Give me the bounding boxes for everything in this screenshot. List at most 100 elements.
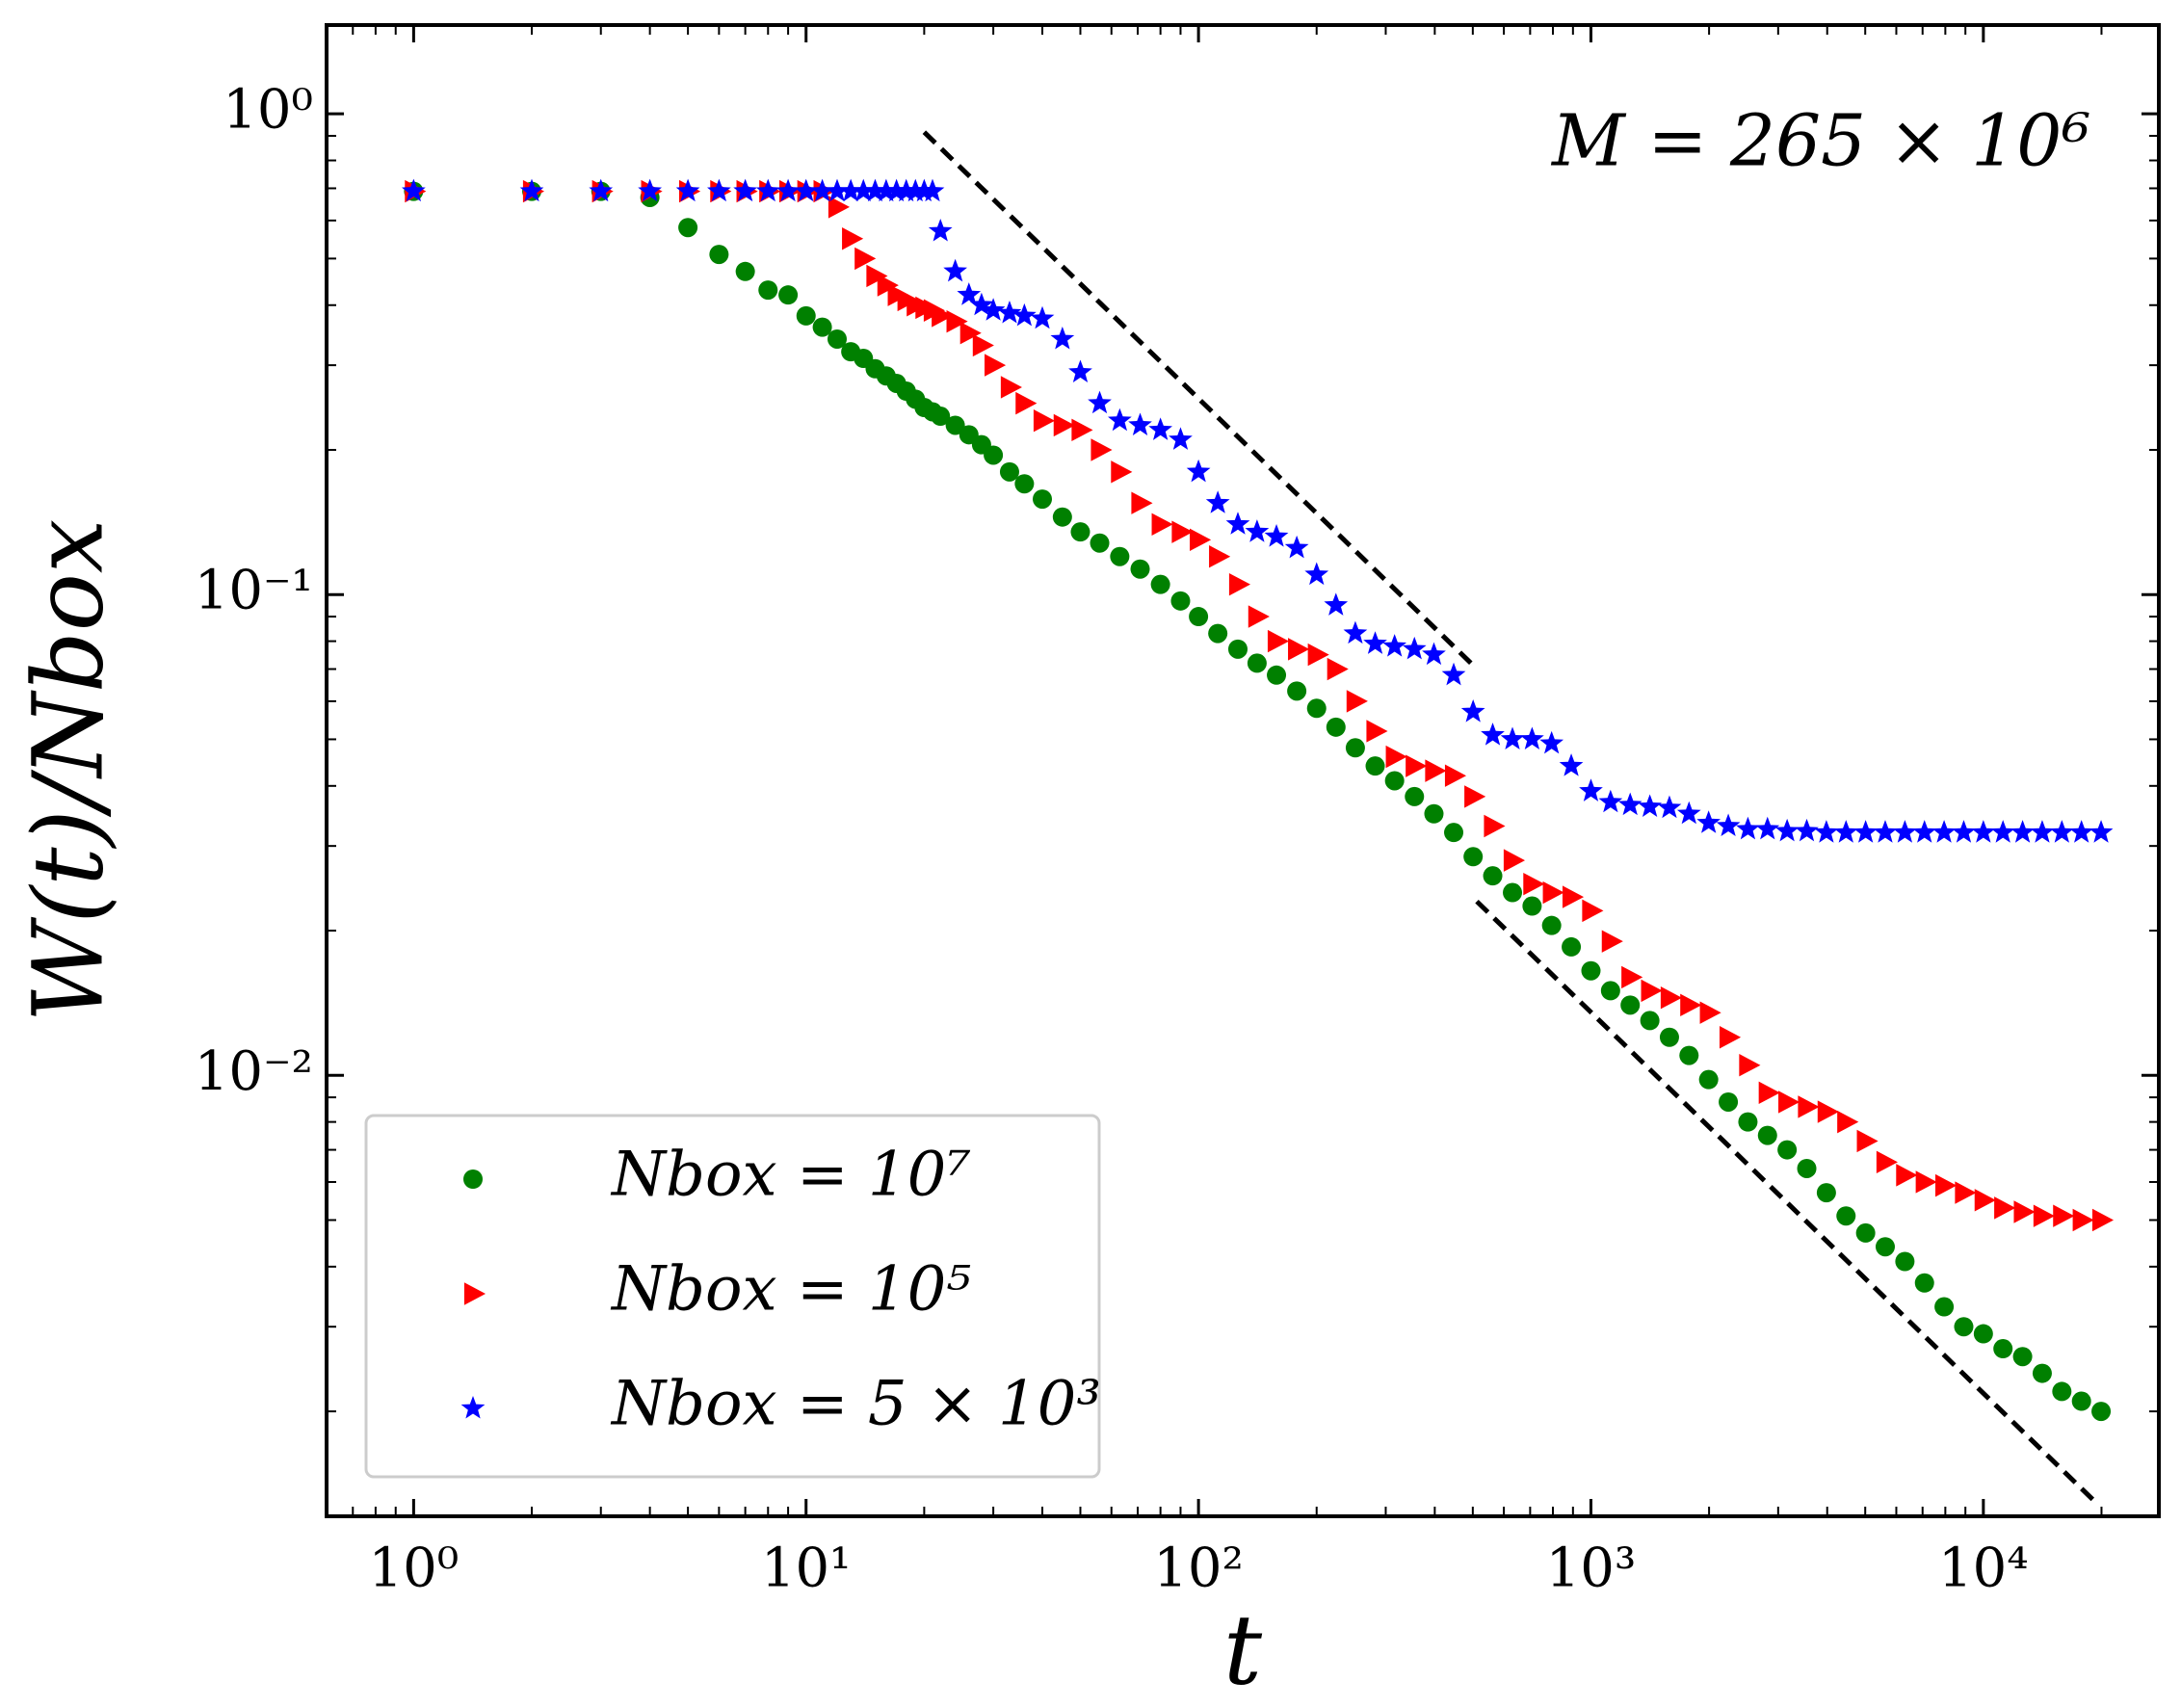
data-point xyxy=(1523,872,1545,896)
data-point xyxy=(1365,756,1385,776)
data-point xyxy=(1111,460,1133,484)
data-point xyxy=(1245,519,1270,542)
data-point xyxy=(1934,1173,1958,1197)
data-point xyxy=(1171,520,1194,543)
data-point xyxy=(1225,512,1250,535)
data-point xyxy=(1659,1027,1679,1047)
data-point xyxy=(874,178,899,202)
data-point xyxy=(1503,849,1526,872)
data-point xyxy=(2010,820,2035,843)
data-point xyxy=(2053,1204,2075,1227)
data-point xyxy=(1481,723,1505,746)
data-point xyxy=(827,328,847,349)
data-point xyxy=(1954,1317,1974,1337)
data-point xyxy=(1307,643,1329,667)
data-point xyxy=(1973,1324,1993,1344)
data-point xyxy=(1304,562,1329,586)
data-point xyxy=(1483,866,1503,886)
data-point xyxy=(1955,1181,1977,1204)
data-point xyxy=(1208,623,1228,644)
data-point xyxy=(1441,662,1466,686)
data-point xyxy=(1638,794,1663,817)
data-point xyxy=(1284,535,1309,559)
data-point xyxy=(1030,305,1055,329)
data-point xyxy=(1070,522,1090,542)
data-point xyxy=(709,245,729,265)
data-point xyxy=(1853,820,1879,843)
data-point xyxy=(1600,981,1620,1001)
data-point xyxy=(1640,1011,1660,1031)
data-point xyxy=(1895,1251,1915,1272)
data-point xyxy=(1696,810,1721,833)
data-point xyxy=(589,178,614,202)
data-point xyxy=(1170,591,1191,611)
data-point xyxy=(1837,1110,1859,1134)
data-point xyxy=(1306,698,1327,719)
data-point xyxy=(758,280,778,301)
x-tick-label: 10⁰ xyxy=(369,1537,460,1600)
data-point xyxy=(928,219,953,242)
data-point xyxy=(920,178,945,202)
data-point xyxy=(1795,818,1819,842)
data-point xyxy=(1088,390,1112,414)
data-point xyxy=(678,218,698,238)
data-point xyxy=(903,178,928,202)
data-point xyxy=(1366,720,1388,743)
legend-marker xyxy=(460,1396,486,1419)
data-point xyxy=(932,304,954,328)
data-point xyxy=(838,178,863,202)
data-point xyxy=(1267,629,1290,653)
data-point xyxy=(1875,1237,1895,1257)
data-point xyxy=(931,407,951,427)
data-point xyxy=(1934,1297,1955,1317)
data-point xyxy=(2030,820,2055,843)
data-point xyxy=(1033,408,1056,433)
data-point xyxy=(1150,574,1170,594)
data-point xyxy=(943,258,967,282)
data-point xyxy=(1617,792,1642,816)
data-point xyxy=(863,178,887,202)
data-point xyxy=(1424,803,1444,824)
x-tick-label: 10² xyxy=(1153,1537,1244,1600)
data-point xyxy=(894,178,919,202)
data-point xyxy=(1719,1026,1742,1049)
data-point xyxy=(945,415,965,435)
data-point xyxy=(1186,459,1211,483)
data-point xyxy=(1736,816,1760,840)
y-axis-label: W(t)/Nbox xyxy=(13,519,125,1023)
data-point xyxy=(969,292,994,316)
data-point xyxy=(1068,359,1092,382)
data-point xyxy=(1755,816,1780,840)
reference-line xyxy=(922,130,1475,668)
x-tick-label: 10³ xyxy=(1546,1537,1637,1600)
data-point xyxy=(1855,1222,1876,1243)
data-point xyxy=(1620,995,1641,1015)
x-tick-label: 10⁴ xyxy=(1938,1537,2029,1600)
data-point xyxy=(1562,885,1585,908)
data-point xyxy=(866,264,888,288)
data-point xyxy=(519,178,544,202)
data-point xyxy=(2069,820,2094,843)
data-point xyxy=(825,178,850,202)
data-point xyxy=(675,178,700,202)
data-point xyxy=(957,282,982,305)
data-point xyxy=(796,305,816,326)
data-point xyxy=(1425,759,1447,782)
data-point xyxy=(828,196,850,219)
data-point xyxy=(1581,960,1601,981)
data-point xyxy=(1503,882,1523,903)
data-point xyxy=(842,227,864,250)
x-tick-label: 10¹ xyxy=(761,1537,852,1600)
data-point xyxy=(1698,1069,1719,1090)
data-point xyxy=(735,261,755,281)
data-point xyxy=(1128,412,1152,435)
data-point xyxy=(1856,1129,1879,1153)
data-point xyxy=(1327,657,1349,681)
data-point xyxy=(1520,726,1544,749)
data-point xyxy=(733,178,758,202)
data-point xyxy=(1797,1158,1817,1178)
data-point xyxy=(1994,1196,2016,1220)
data-point xyxy=(1738,1112,1758,1132)
data-point xyxy=(1873,820,1898,843)
data-point xyxy=(1444,764,1467,787)
